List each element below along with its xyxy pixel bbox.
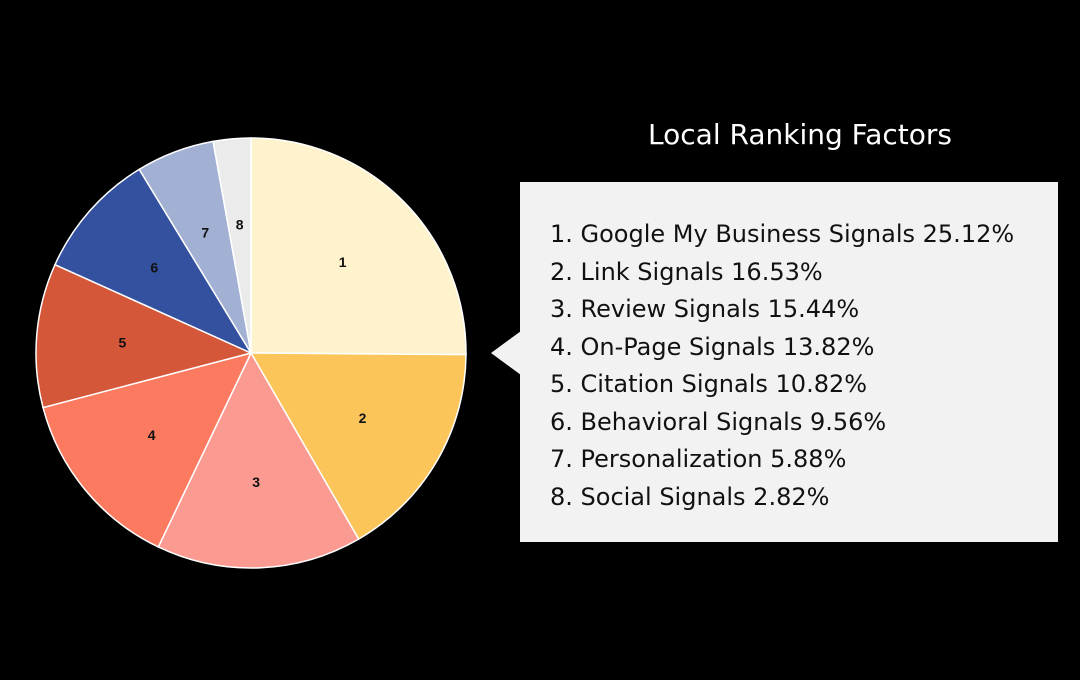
legend-item-5: 5. Citation Signals 10.82% bbox=[550, 370, 868, 398]
legend-item-3: 3. Review Signals 15.44% bbox=[550, 295, 860, 323]
pie-slice-label-6: 6 bbox=[150, 260, 158, 276]
pie-chart: 1 2 3 4 5 6 7 8 bbox=[35, 137, 467, 569]
legend-list: 1. Google My Business Signals 25.12% 2. … bbox=[550, 216, 1058, 516]
legend-item-2: 2. Link Signals 16.53% bbox=[550, 257, 823, 286]
legend-item-7: 7. Personalization 5.88% bbox=[550, 445, 847, 473]
pie-slice-1 bbox=[250, 137, 467, 356]
pie-slice-label-1: 1 bbox=[339, 254, 347, 270]
pie-slice-8 bbox=[212, 137, 252, 354]
pie-slice-5 bbox=[35, 263, 254, 409]
pie-slice-label-2: 2 bbox=[359, 410, 367, 426]
pie-slice-4 bbox=[42, 351, 253, 548]
pie-slice-label-8: 8 bbox=[236, 217, 244, 233]
pie-slice-6 bbox=[53, 168, 253, 355]
pie-slice-label-4: 4 bbox=[148, 427, 156, 443]
pie-slice-3 bbox=[157, 351, 360, 569]
pie-slice-label-3: 3 bbox=[252, 474, 260, 490]
legend-box: 1. Google My Business Signals 25.12% 2. … bbox=[520, 182, 1058, 542]
chart-title: Local Ranking Factors bbox=[648, 118, 952, 151]
pie-slice-2 bbox=[249, 352, 467, 541]
legend-item-1: 1. Google My Business Signals 25.12% bbox=[550, 220, 1015, 248]
pie-slice-label-7: 7 bbox=[201, 224, 209, 240]
pie-slice-label-5: 5 bbox=[119, 334, 127, 350]
legend-item-8: 8. Social Signals 2.82% bbox=[550, 482, 830, 511]
callout-pointer bbox=[491, 331, 521, 375]
legend-item-4: 4. On-Page Signals 13.82% bbox=[550, 332, 875, 361]
legend-item-6: 6. Behavioral Signals 9.56% bbox=[550, 407, 887, 436]
